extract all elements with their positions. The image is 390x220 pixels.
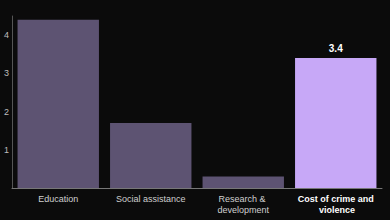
svg-text:violence: violence xyxy=(316,205,355,215)
svg-text:Research &: Research & xyxy=(218,194,268,204)
svg-text:3.4: 3.4 xyxy=(329,43,343,54)
svg-text:Social assistance: Social assistance xyxy=(116,194,186,204)
svg-text:4: 4 xyxy=(4,30,9,40)
svg-text:1: 1 xyxy=(4,145,9,155)
svg-text:2: 2 xyxy=(4,107,9,117)
svg-text:Cost of crime and: Cost of crime and xyxy=(298,194,374,204)
svg-text:development: development xyxy=(217,205,269,215)
svg-text:3: 3 xyxy=(4,68,9,78)
svg-text:Education: Education xyxy=(38,194,78,204)
